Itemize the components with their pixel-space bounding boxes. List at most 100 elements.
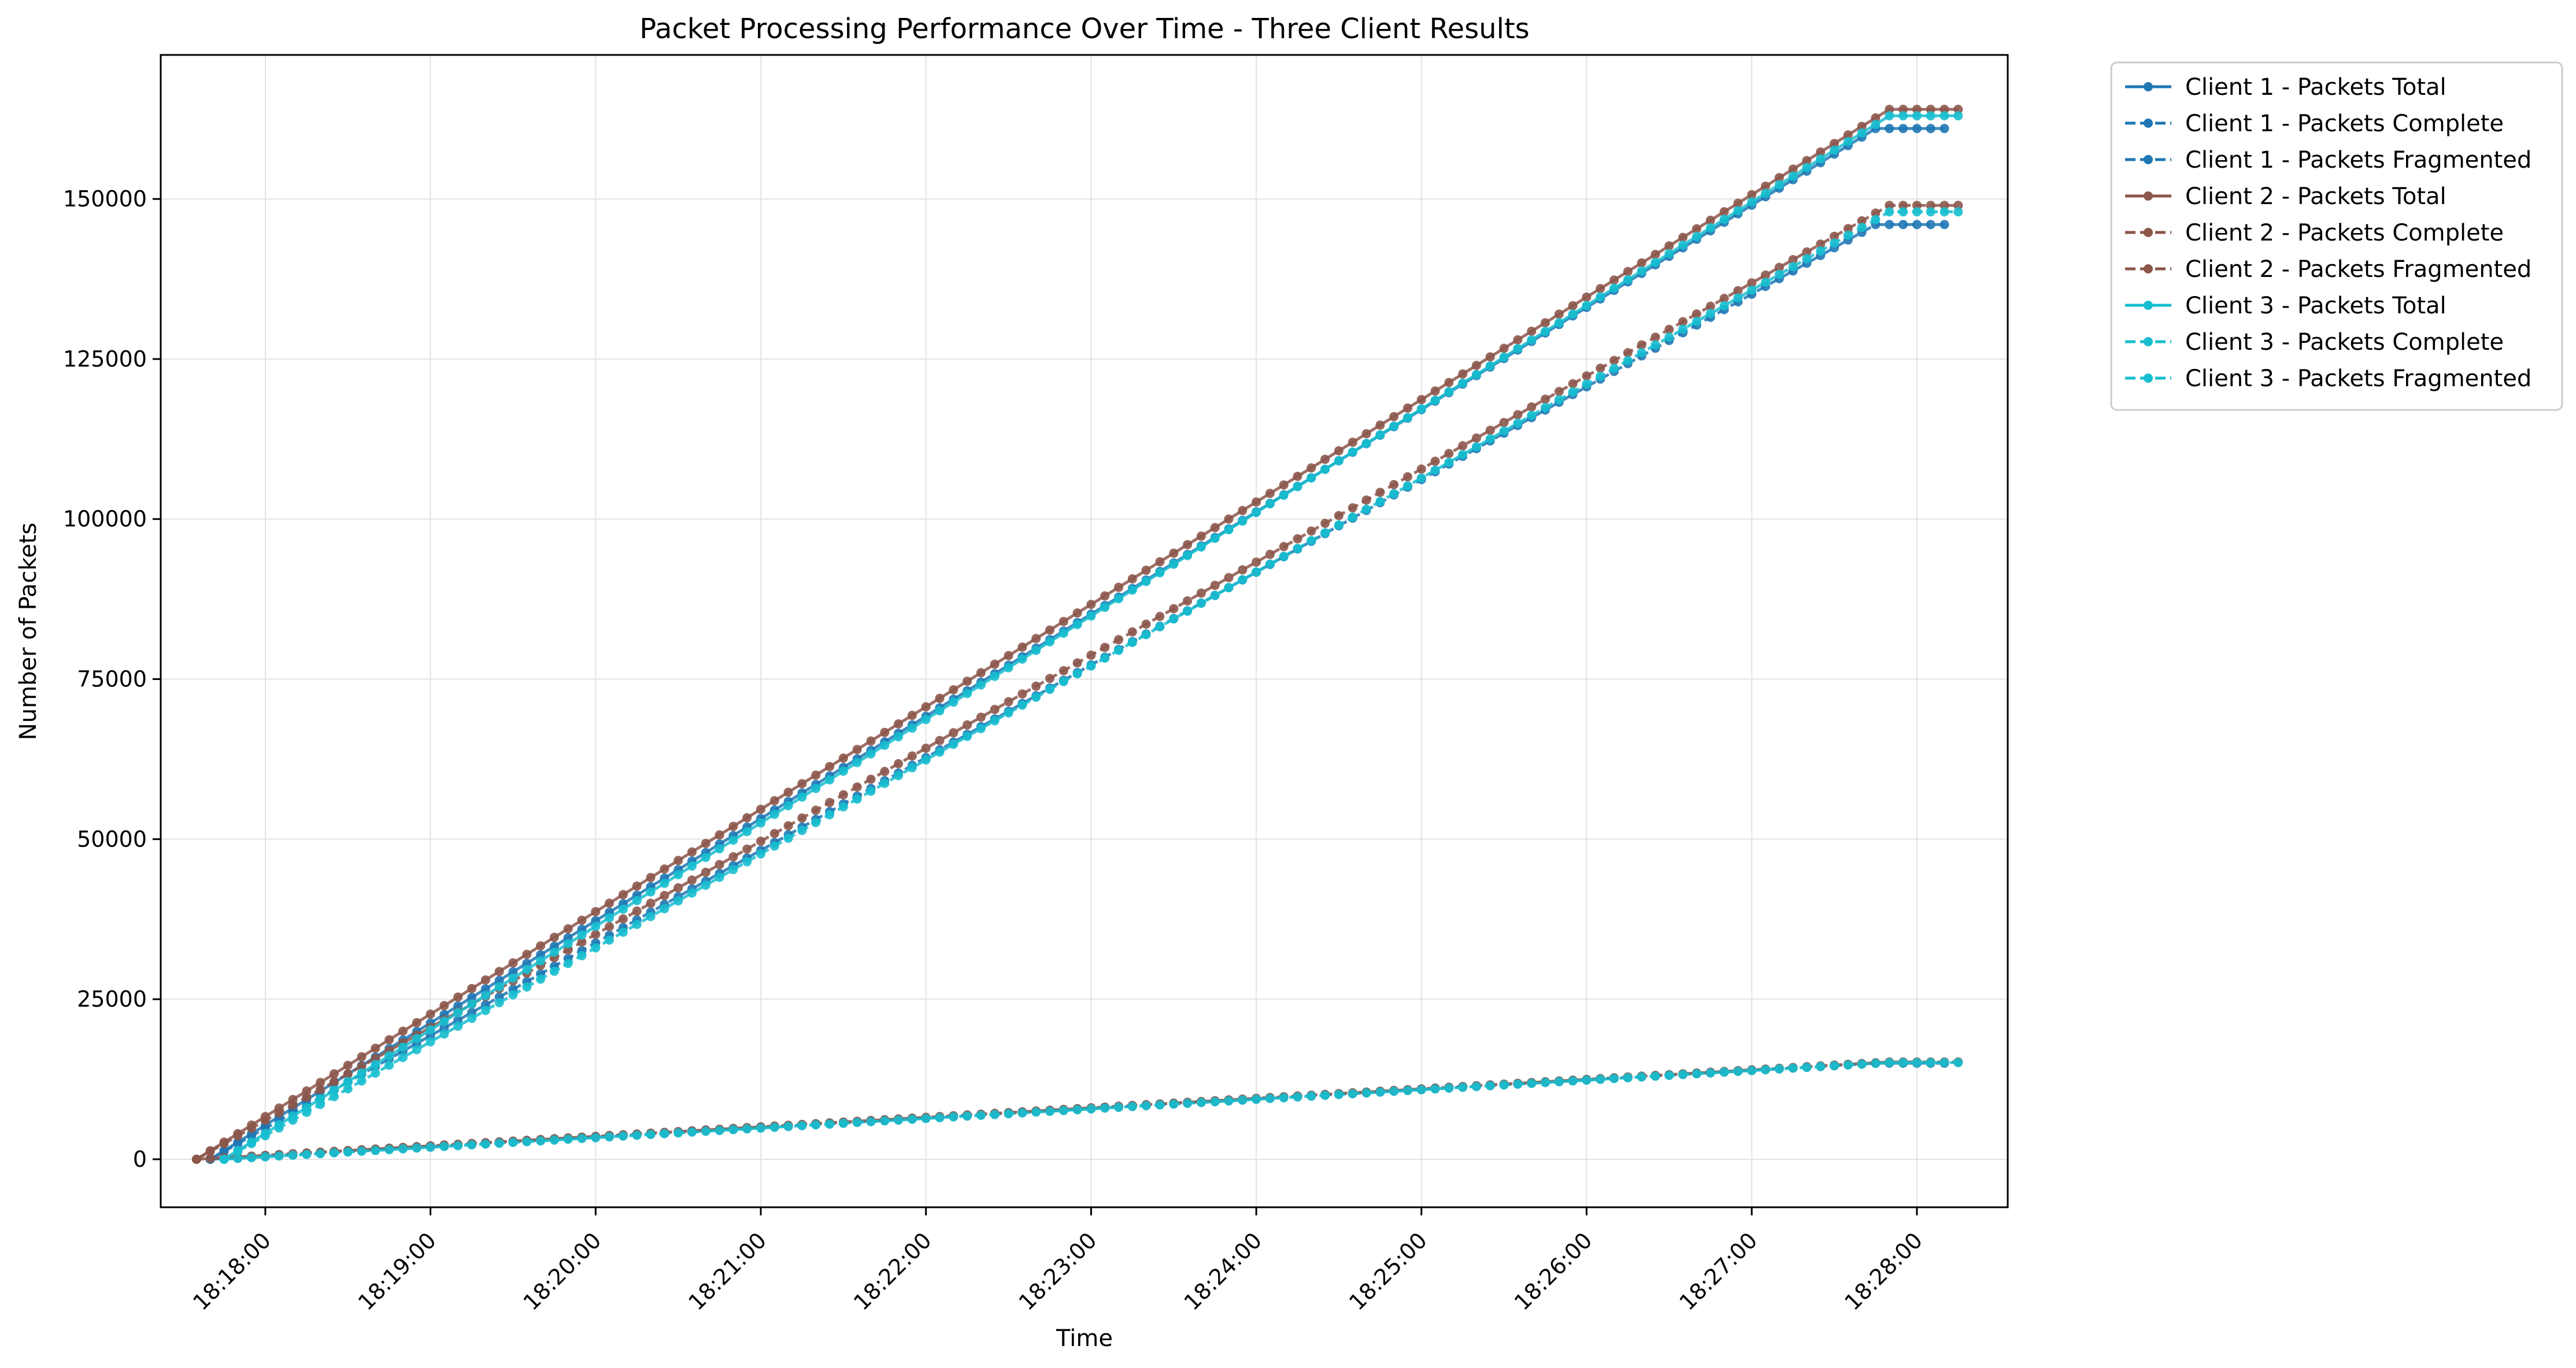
data-point <box>467 1014 477 1023</box>
y-tick-label: 125000 <box>63 346 147 372</box>
data-point <box>591 943 601 953</box>
data-point <box>1678 324 1688 334</box>
legend-marker <box>2144 82 2153 91</box>
data-point <box>866 736 876 746</box>
data-point <box>1568 309 1578 319</box>
series-layer <box>191 105 1963 1164</box>
data-point <box>1361 495 1371 505</box>
data-point <box>1885 111 1894 121</box>
data-point <box>769 796 779 805</box>
data-point <box>577 1134 587 1143</box>
data-point <box>618 914 628 924</box>
data-point <box>480 984 490 994</box>
data-point <box>1761 182 1770 191</box>
data-point <box>591 922 601 931</box>
data-point <box>811 783 821 793</box>
data-point <box>1224 573 1234 582</box>
data-point <box>1912 207 1922 217</box>
data-point <box>1596 363 1605 373</box>
data-point <box>1885 105 1894 114</box>
data-point <box>1320 519 1330 528</box>
data-point <box>384 1060 394 1070</box>
data-point <box>756 837 765 846</box>
legend-marker <box>2144 301 2153 310</box>
data-point <box>825 810 835 820</box>
data-point <box>1802 156 1812 165</box>
data-point <box>1568 1076 1578 1086</box>
data-point <box>1058 1106 1068 1115</box>
data-point <box>398 1042 408 1052</box>
data-point <box>797 779 807 789</box>
data-point <box>1114 582 1123 592</box>
data-point <box>591 930 601 939</box>
data-point <box>494 998 504 1008</box>
data-point <box>1375 487 1385 497</box>
legend-item: Client 3 - Packets Complete <box>2125 329 2504 356</box>
data-point <box>1017 654 1027 664</box>
data-point <box>233 1153 243 1163</box>
data-point <box>1541 402 1550 412</box>
series-9 <box>219 1058 1963 1164</box>
data-point <box>797 826 807 835</box>
data-point <box>976 668 986 678</box>
data-point <box>949 740 958 749</box>
data-point <box>797 792 807 802</box>
data-point <box>1596 371 1605 381</box>
data-point <box>260 1152 270 1162</box>
data-point <box>1348 503 1357 513</box>
data-point <box>1719 215 1729 224</box>
data-point <box>728 822 738 831</box>
data-point <box>1472 369 1481 379</box>
data-point <box>288 1115 298 1125</box>
data-point <box>1664 249 1674 258</box>
data-point <box>646 899 656 908</box>
data-point <box>1293 543 1302 553</box>
data-point <box>963 689 972 698</box>
data-point <box>1843 130 1853 140</box>
data-point <box>1224 1096 1234 1106</box>
data-point <box>1141 576 1151 586</box>
data-point <box>316 1085 325 1095</box>
data-point <box>1127 574 1137 584</box>
data-point <box>1513 343 1523 353</box>
data-point <box>425 1037 435 1047</box>
data-point <box>1183 1099 1193 1108</box>
data-point <box>976 724 986 734</box>
data-point <box>1458 450 1468 460</box>
data-point <box>1499 343 1509 353</box>
data-point <box>1664 1070 1674 1080</box>
data-point <box>1485 1081 1495 1090</box>
data-point <box>921 702 931 712</box>
data-point <box>660 890 669 900</box>
data-point <box>811 818 821 827</box>
data-point <box>1830 139 1839 149</box>
data-point <box>1926 1058 1935 1067</box>
data-point <box>1265 559 1275 569</box>
data-point <box>1554 318 1564 328</box>
data-point <box>508 990 518 1000</box>
data-point <box>1926 201 1935 210</box>
data-point <box>1830 231 1839 241</box>
data-point <box>1541 1078 1550 1088</box>
data-point <box>1127 627 1137 637</box>
data-point <box>1857 223 1867 232</box>
data-point <box>1843 230 1853 240</box>
data-point <box>715 844 724 853</box>
data-point <box>1926 124 1935 134</box>
data-point <box>1747 190 1757 199</box>
data-point <box>371 1145 380 1155</box>
y-axis-title: Number of Packets <box>15 523 42 740</box>
data-point <box>371 1059 380 1069</box>
data-point <box>963 1111 972 1121</box>
data-point <box>1416 473 1426 483</box>
data-point <box>1375 430 1385 440</box>
data-point <box>508 958 518 968</box>
legend-item: Client 1 - Packets Fragmented <box>2125 147 2531 173</box>
data-point <box>1444 457 1454 467</box>
data-point <box>728 1125 738 1134</box>
data-point <box>1596 1074 1605 1084</box>
data-point <box>274 1151 284 1161</box>
data-point <box>1045 625 1054 635</box>
data-point <box>949 697 958 707</box>
data-point <box>1416 395 1426 405</box>
